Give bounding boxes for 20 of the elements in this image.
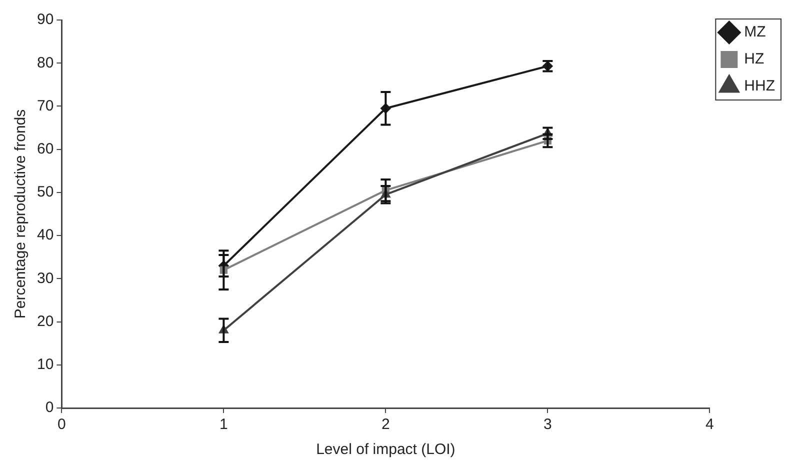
- y-tick-label: 50: [36, 184, 54, 201]
- x-tick-label: 1: [220, 416, 228, 434]
- legend-label: HZ: [744, 50, 764, 68]
- y-tick-label: 20: [36, 312, 54, 330]
- y-axis-title: Percentage reproductive fronds: [12, 109, 30, 319]
- y-tick-label: 0: [45, 399, 54, 416]
- x-axis-title: Level of impact (LOI): [316, 441, 456, 458]
- y-tick-label: 10: [36, 356, 54, 374]
- y-tick-label: 40: [36, 226, 54, 244]
- y-tick-label: 70: [36, 97, 54, 114]
- x-tick-label: 3: [544, 416, 552, 434]
- x-tick-label: 4: [706, 416, 714, 434]
- y-tick-label: 80: [36, 54, 54, 72]
- x-tick-label: 2: [382, 416, 390, 434]
- y-tick-label: 30: [36, 270, 54, 287]
- x-tick-label: 0: [58, 416, 66, 434]
- legend-label: MZ: [744, 24, 766, 41]
- y-tick-label: 90: [36, 11, 54, 28]
- legend-label: HHZ: [744, 78, 775, 95]
- y-tick-label: 60: [36, 140, 54, 158]
